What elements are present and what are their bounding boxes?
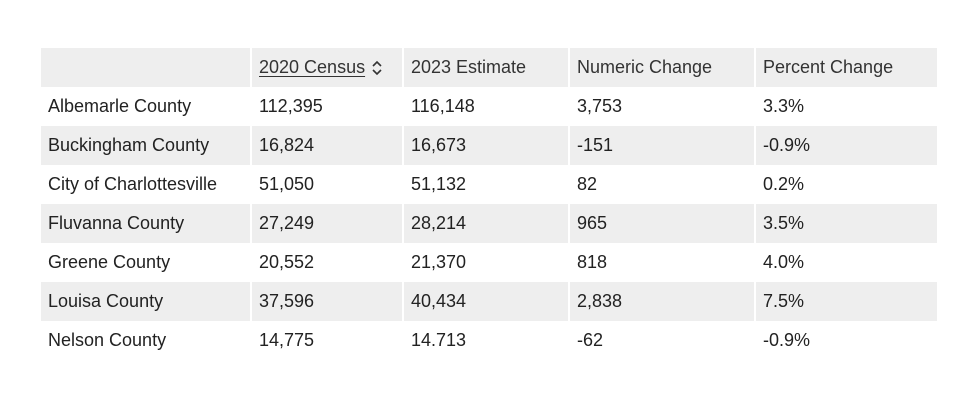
sort-button-2020-census[interactable]: 2020 Census	[259, 57, 383, 78]
cell-numeric-change: 3,753	[570, 87, 756, 126]
cell-2020-census: 37,596	[252, 282, 404, 321]
table-row: Buckingham County 16,824 16,673 -151 -0.…	[41, 126, 937, 165]
cell-numeric-change: 965	[570, 204, 756, 243]
table-row: Albemarle County 112,395 116,148 3,753 3…	[41, 87, 937, 126]
cell-2020-census: 51,050	[252, 165, 404, 204]
cell-2020-census: 16,824	[252, 126, 404, 165]
population-table-container: 2020 Census 2023 Estimate Numeric Change…	[41, 48, 937, 360]
cell-numeric-change: 82	[570, 165, 756, 204]
cell-numeric-change: 818	[570, 243, 756, 282]
cell-percent-change: -0.9%	[756, 126, 937, 165]
cell-locality: Greene County	[41, 243, 252, 282]
population-table: 2020 Census 2023 Estimate Numeric Change…	[41, 48, 937, 360]
cell-locality: Nelson County	[41, 321, 252, 360]
cell-2023-estimate: 116,148	[404, 87, 570, 126]
table-header-row: 2020 Census 2023 Estimate Numeric Change…	[41, 48, 937, 87]
header-locality	[41, 48, 252, 87]
header-2020-census-label[interactable]: 2020 Census	[259, 57, 366, 77]
cell-numeric-change: 2,838	[570, 282, 756, 321]
cell-percent-change: 0.2%	[756, 165, 937, 204]
table-row: Nelson County 14,775 14.713 -62 -0.9%	[41, 321, 937, 360]
cell-2023-estimate: 28,214	[404, 204, 570, 243]
cell-locality: Louisa County	[41, 282, 252, 321]
cell-numeric-change: -151	[570, 126, 756, 165]
header-2020-census[interactable]: 2020 Census	[252, 48, 404, 87]
cell-percent-change: 7.5%	[756, 282, 937, 321]
table-row: City of Charlottesville 51,050 51,132 82…	[41, 165, 937, 204]
cell-locality: Buckingham County	[41, 126, 252, 165]
cell-percent-change: 3.3%	[756, 87, 937, 126]
table-row: Greene County 20,552 21,370 818 4.0%	[41, 243, 937, 282]
cell-locality: Fluvanna County	[41, 204, 252, 243]
cell-2023-estimate: 16,673	[404, 126, 570, 165]
cell-2020-census: 112,395	[252, 87, 404, 126]
header-percent-change: Percent Change	[756, 48, 937, 87]
cell-percent-change: 4.0%	[756, 243, 937, 282]
cell-percent-change: -0.9%	[756, 321, 937, 360]
table-row: Fluvanna County 27,249 28,214 965 3.5%	[41, 204, 937, 243]
cell-2020-census: 14,775	[252, 321, 404, 360]
cell-locality: City of Charlottesville	[41, 165, 252, 204]
cell-percent-change: 3.5%	[756, 204, 937, 243]
cell-2023-estimate: 21,370	[404, 243, 570, 282]
cell-2023-estimate: 51,132	[404, 165, 570, 204]
cell-2023-estimate: 14.713	[404, 321, 570, 360]
cell-2020-census: 20,552	[252, 243, 404, 282]
cell-locality: Albemarle County	[41, 87, 252, 126]
header-2023-estimate: 2023 Estimate	[404, 48, 570, 87]
header-numeric-change: Numeric Change	[570, 48, 756, 87]
cell-2023-estimate: 40,434	[404, 282, 570, 321]
cell-numeric-change: -62	[570, 321, 756, 360]
table-row: Louisa County 37,596 40,434 2,838 7.5%	[41, 282, 937, 321]
cell-2020-census: 27,249	[252, 204, 404, 243]
sort-up-down-icon[interactable]	[371, 60, 383, 76]
